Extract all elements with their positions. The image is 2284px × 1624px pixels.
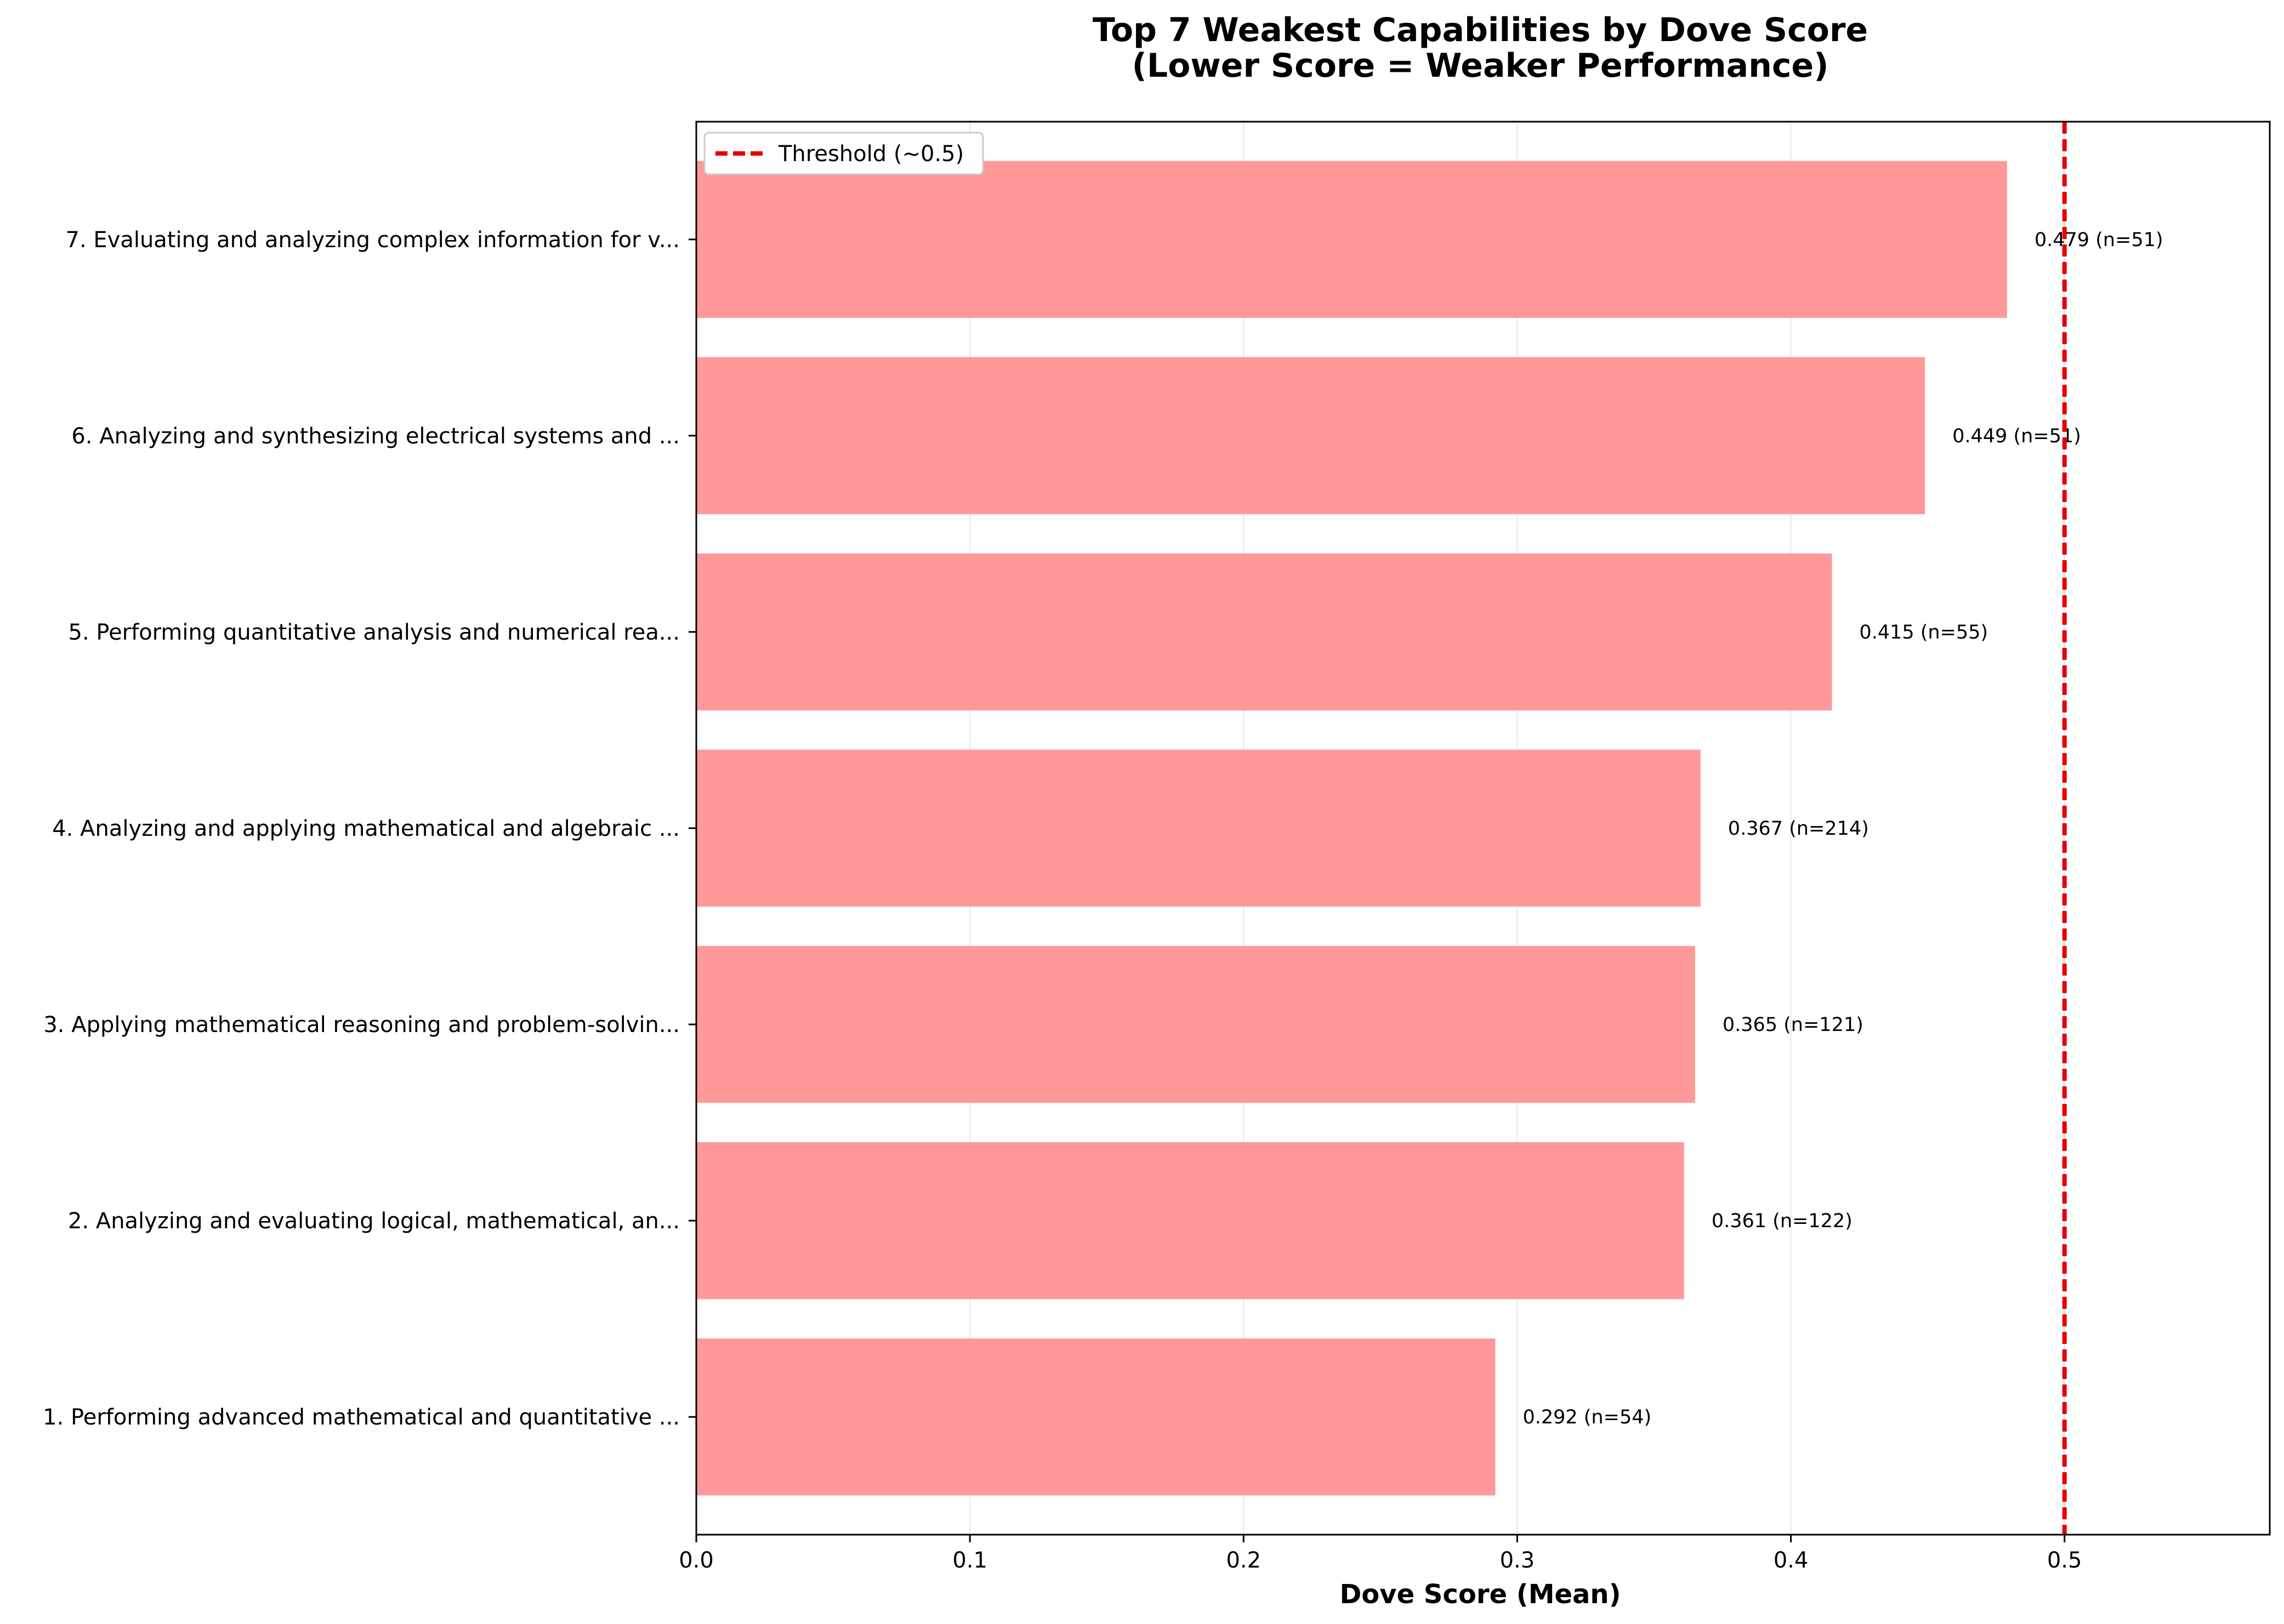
bar-1	[696, 1338, 1496, 1496]
x-tick-label-5: 0.5	[2047, 1548, 2082, 1573]
category-label-1: 1. Performing advanced mathematical and …	[43, 1405, 680, 1430]
category-label-4: 4. Analyzing and applying mathematical a…	[52, 816, 680, 841]
data-label-4: 0.367 (n=214)	[1728, 818, 1869, 840]
bar-4	[696, 749, 1701, 907]
legend-label: Threshold (~0.5)	[778, 141, 964, 167]
bar-3	[696, 945, 1695, 1103]
x-tick-label-3: 0.3	[1500, 1548, 1535, 1573]
data-label-2: 0.361 (n=122)	[1712, 1210, 1853, 1232]
bar-6	[696, 357, 1925, 515]
chart-subtitle: (Lower Score = Weaker Performance)	[1132, 47, 1828, 85]
legend: Threshold (~0.5)	[703, 132, 984, 175]
bars-group	[696, 161, 2007, 1496]
data-label-5: 0.415 (n=55)	[1859, 622, 1988, 643]
data-label-7: 0.479 (n=51)	[2035, 229, 2163, 251]
bar-7	[696, 161, 2007, 318]
bar-5	[696, 553, 1832, 711]
x-tick-label-4: 0.4	[1774, 1548, 1809, 1573]
bar-2	[696, 1142, 1684, 1300]
x-axis-label: Dove Score (Mean)	[1339, 1579, 1621, 1610]
category-label-5: 5. Performing quantitative analysis and …	[69, 620, 680, 645]
data-labels-group: 0.292 (n=54) 0.361 (n=122) 0.365 (n=121) 0.…	[1522, 229, 2163, 1428]
data-label-1: 0.292 (n=54)	[1522, 1406, 1651, 1428]
category-label-7: 7. Evaluating and analyzing complex info…	[66, 227, 680, 253]
x-tick-label-0: 0.0	[679, 1548, 714, 1573]
data-label-3: 0.365 (n=121)	[1723, 1014, 1863, 1036]
chart-title: Top 7 Weakest Capabilities by Dove Score	[1093, 11, 1868, 49]
category-label-3: 3. Applying mathematical reasoning and p…	[43, 1012, 680, 1038]
x-axis-ticks: 0.0 0.1 0.2 0.3 0.4 0.5	[679, 1535, 2082, 1573]
category-label-2: 2. Analyzing and evaluating logical, mat…	[68, 1209, 680, 1234]
y-axis-ticks: 1. Performing advanced mathematical and …	[43, 227, 696, 1430]
x-tick-label-2: 0.2	[1226, 1548, 1261, 1573]
data-label-6: 0.449 (n=51)	[1952, 425, 2081, 447]
legend-box	[703, 132, 984, 175]
category-label-6: 6. Analyzing and synthesizing electrical…	[71, 424, 680, 449]
x-tick-label-1: 0.1	[952, 1548, 987, 1573]
